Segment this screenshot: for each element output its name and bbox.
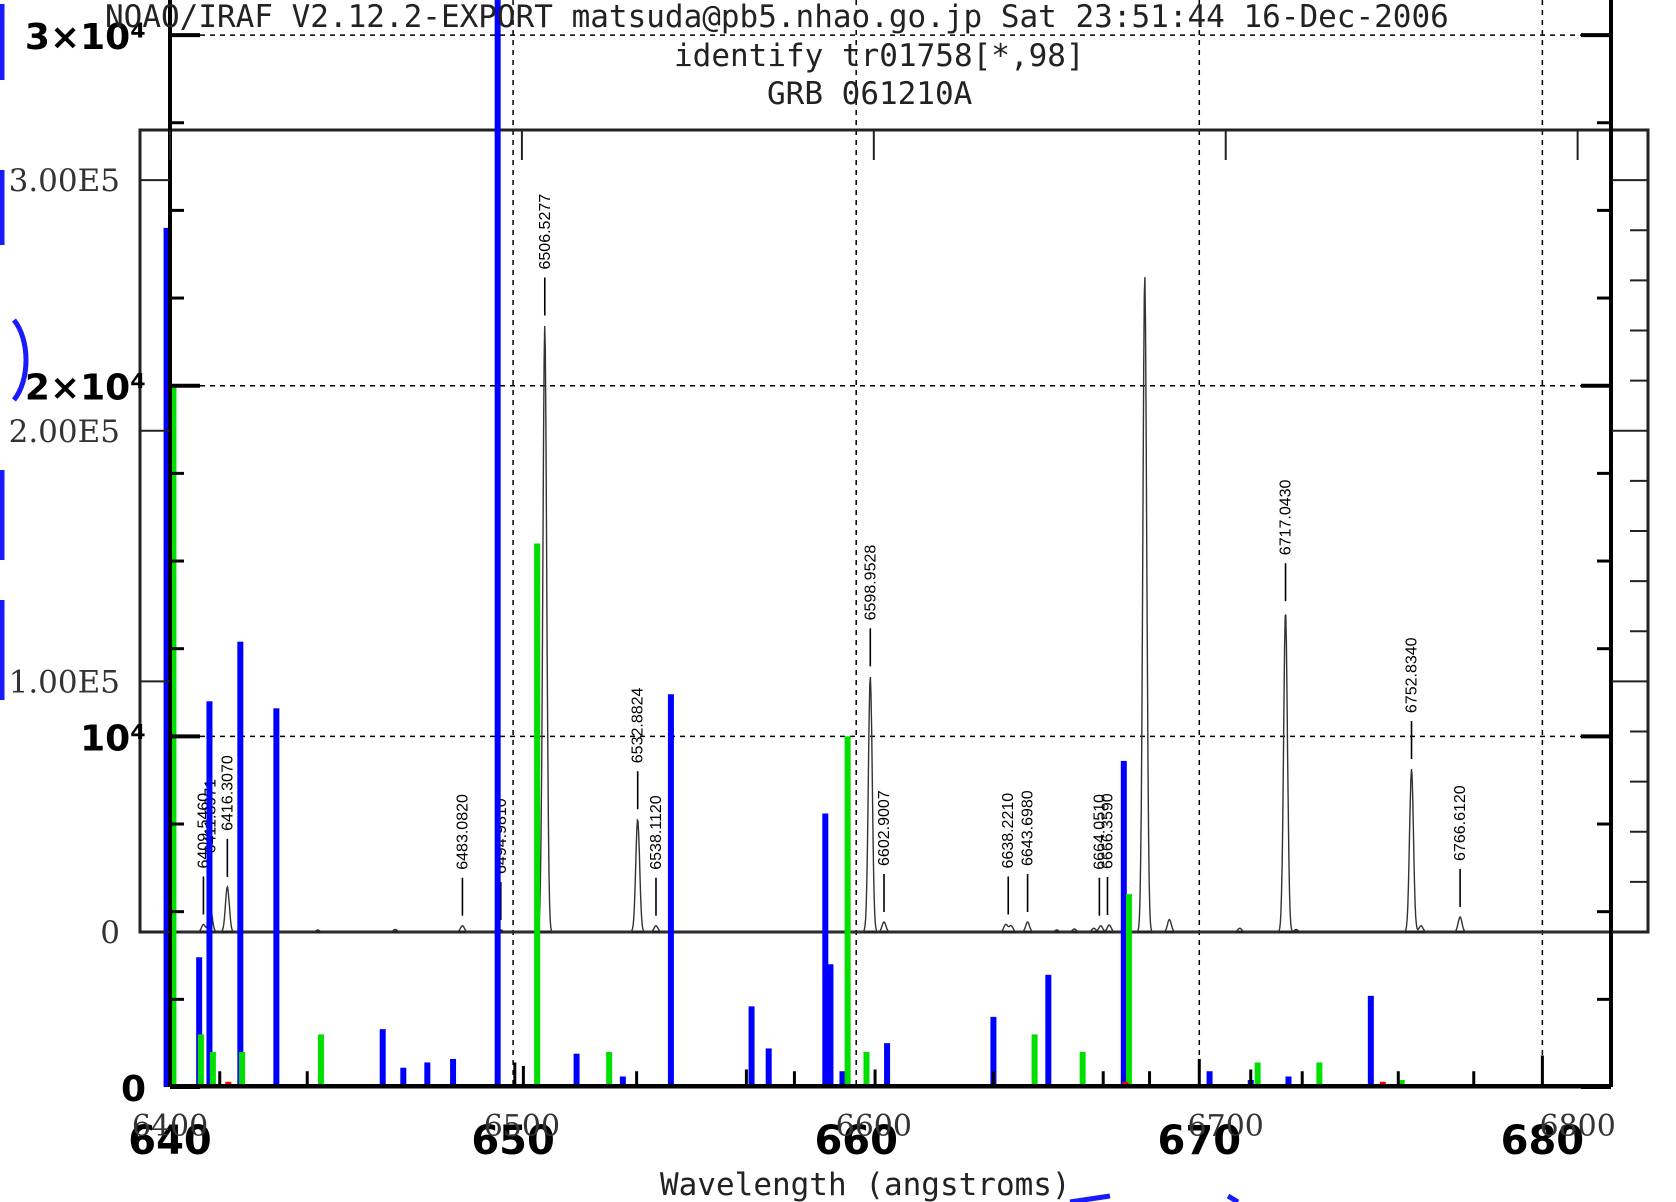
reference-x-tick-label: 670 <box>1158 1118 1242 1164</box>
reference-bar <box>1249 1069 1253 1087</box>
reference-bar <box>1148 1071 1152 1087</box>
reference-bar <box>1125 894 1132 1087</box>
reference-bar <box>1367 995 1374 1087</box>
spectrum-y-tick-label: 2.00E5 <box>9 414 120 450</box>
reference-y-tick-label: 2×10⁴ <box>25 368 146 409</box>
spectrum-x-tick-label: 6800 <box>1539 1109 1615 1144</box>
reference-bar <box>424 1062 431 1087</box>
reference-bar <box>844 736 851 1087</box>
reference-bar <box>991 1071 995 1087</box>
reference-bar <box>1300 1071 1304 1087</box>
reference-bar <box>206 701 213 1087</box>
reference-bar <box>209 1051 216 1087</box>
reference-x-tick-label: 660 <box>814 1118 898 1164</box>
reference-bar <box>792 1071 796 1087</box>
reference-bar <box>1398 1079 1405 1087</box>
reference-bar <box>748 1006 755 1087</box>
reference-bar <box>744 1069 748 1087</box>
reference-bar <box>990 1016 997 1087</box>
line-id-label: 6538.1120 <box>648 795 665 870</box>
x-axis-title: Wavelength (angstroms) <box>660 1167 1071 1202</box>
line-id-label: 6752.8340 <box>1404 637 1421 713</box>
reference-bar <box>400 1067 407 1087</box>
reference-bar <box>197 1034 204 1087</box>
reference-bar <box>863 1051 870 1087</box>
reference-bar <box>1079 1051 1086 1087</box>
reference-bar <box>450 1058 457 1087</box>
reference-x-tick-label: 680 <box>1501 1118 1585 1164</box>
header-line-3: GRB 061210A <box>767 76 973 112</box>
reference-bar <box>317 1034 324 1087</box>
reference-bar <box>1197 1058 1201 1087</box>
header-line-1: NOAO/IRAF V2.12.2-EXPORT matsuda@pb5.nha… <box>105 0 1449 35</box>
reference-bar <box>273 708 280 1087</box>
line-id-label: 6506.5277 <box>537 194 554 270</box>
blue-edge-marks <box>0 4 1240 1202</box>
line-id-label: 6638.2210 <box>1000 793 1017 869</box>
reference-bar <box>218 1071 222 1087</box>
reference-bar <box>635 1071 639 1087</box>
spectrum-y-tick-label: 0 <box>100 915 120 951</box>
reference-bar <box>513 1062 517 1087</box>
spectrum-y-tick-label: 3.00E5 <box>9 163 120 199</box>
reference-bar <box>822 813 829 1087</box>
reference-bar <box>1120 760 1127 1087</box>
reference-bar <box>827 964 834 1087</box>
reference-bar <box>1101 1071 1105 1087</box>
reference-bar <box>521 1065 525 1087</box>
line-id-label: 6532.8824 <box>630 687 647 763</box>
reference-x-tick-label: 650 <box>471 1118 555 1164</box>
line-id-label: 6717.0430 <box>1278 479 1295 555</box>
spectrum-line <box>180 277 1645 933</box>
reference-bar <box>1472 1071 1476 1087</box>
spectrum-x-tick-label: 6700 <box>1188 1109 1264 1144</box>
reference-y-tick-label: 3×10⁴ <box>25 17 146 58</box>
reference-bar <box>494 0 501 1087</box>
reference-y-tick-label: 0 <box>121 1069 146 1110</box>
reference-grid <box>170 0 1611 1087</box>
reference-bar <box>1045 974 1052 1087</box>
line-id-label: 6666.3590 <box>1099 793 1116 869</box>
reference-bar <box>667 694 674 1087</box>
reference-bar <box>1316 1062 1323 1087</box>
reference-bar <box>765 1048 772 1087</box>
line-id-label: 6643.6980 <box>1020 790 1037 866</box>
reference-bar <box>534 543 541 1087</box>
spectrum-x-tick-label: 6400 <box>132 1109 208 1144</box>
reference-bar <box>884 1043 891 1087</box>
header-line-2: identify tr01758[*,98] <box>674 38 1085 74</box>
spectrum-x-tick-label: 6600 <box>836 1109 912 1144</box>
line-id-label: 6483.0820 <box>454 794 471 870</box>
reference-bar <box>196 957 203 1087</box>
reference-bar <box>305 1071 309 1087</box>
reference-bar <box>619 1076 626 1087</box>
reference-bar <box>237 641 244 1087</box>
reference-bar <box>606 1051 613 1087</box>
reference-bar <box>239 1051 246 1087</box>
line-id-label: 6598.9528 <box>862 545 879 621</box>
reference-bar <box>1285 1076 1292 1087</box>
reference-bar <box>1540 1055 1544 1087</box>
line-id-label: 6664.0510 <box>1091 794 1108 870</box>
reference-bar <box>379 1029 386 1087</box>
reference-bar <box>1396 1071 1400 1087</box>
spectrum-y-tick-label: 1.00E5 <box>9 664 120 700</box>
reference-bar <box>839 1071 846 1087</box>
reference-bar <box>873 1069 877 1087</box>
reference-bar <box>163 227 170 1087</box>
spectrum-x-tick-label: 6500 <box>484 1109 560 1144</box>
reference-bar <box>1206 1071 1213 1087</box>
line-id-label: 6766.6120 <box>1452 785 1469 861</box>
reference-bar <box>1031 1034 1038 1087</box>
line-id-label: 6416.3070 <box>219 755 236 831</box>
reference-bar <box>1254 1062 1261 1087</box>
reference-bar <box>573 1053 580 1087</box>
reference-y-tick-label: 10⁴ <box>80 718 146 759</box>
line-id-label: 6602.9007 <box>876 790 893 866</box>
reference-x-tick-label: 640 <box>128 1118 212 1164</box>
